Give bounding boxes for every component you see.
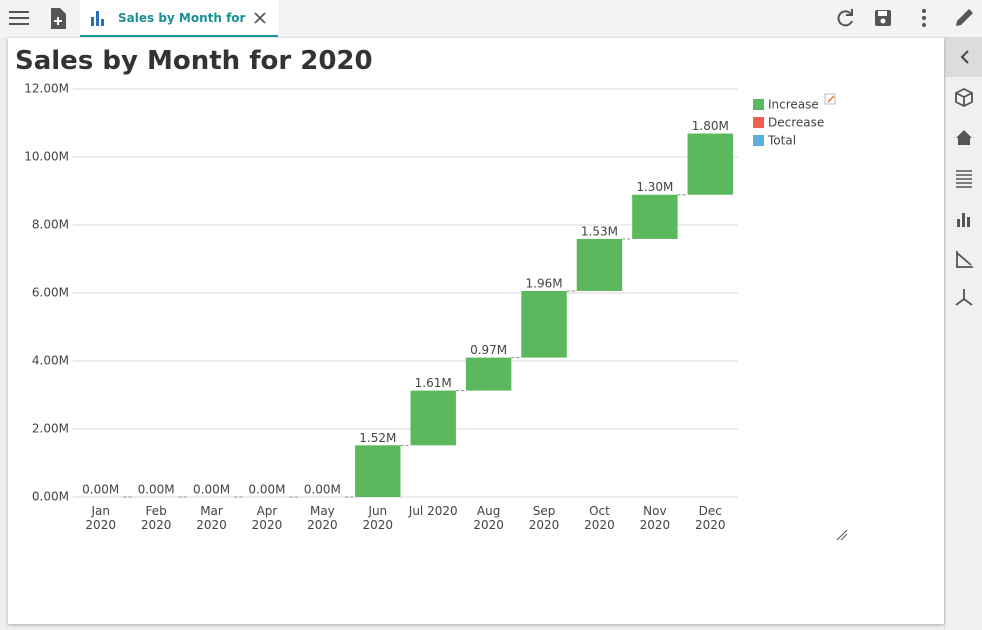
value-label: 1.53M — [581, 224, 618, 238]
legend-label: Decrease — [768, 116, 824, 130]
bar-chart-icon[interactable] — [957, 213, 970, 227]
bar — [465, 357, 512, 391]
y-tick-label: 2.00M — [32, 422, 69, 436]
legend-label: Total — [767, 134, 796, 148]
toolbar: Sales by Month for 2020 — [0, 0, 982, 37]
x-label-box: Nov 2020 — [639, 504, 671, 532]
x-label-box: Apr 2020 — [251, 504, 283, 532]
x-tick-label: Sep 2020 — [528, 504, 560, 532]
menu-icon[interactable] — [9, 11, 29, 25]
y-tick-label: 8.00M — [32, 218, 69, 232]
legend-swatch — [753, 117, 764, 128]
bar — [576, 238, 623, 291]
value-label: 1.61M — [415, 376, 452, 390]
x-label-box: Mar 2020 — [196, 504, 227, 532]
value-label: 0.00M — [304, 483, 341, 497]
bar — [632, 194, 678, 239]
chart-tab-icon — [91, 11, 104, 26]
edit-icon[interactable] — [956, 9, 973, 26]
cube-icon[interactable] — [955, 87, 973, 108]
x-tick-label: Jan 2020 — [85, 504, 116, 532]
x-tick-label: Apr 2020 — [251, 504, 283, 532]
collapse-button[interactable] — [945, 37, 982, 77]
bar — [410, 390, 456, 446]
x-label-box: Jun 2020 — [362, 504, 394, 532]
toolbar-icons — [9, 8, 973, 29]
x-label-box: Oct 2020 — [584, 504, 615, 532]
x-label-box: Jul 2020 — [408, 504, 458, 518]
value-label: 1.80M — [692, 119, 729, 133]
x-tick-label: Oct 2020 — [584, 504, 615, 532]
bar — [521, 290, 567, 358]
value-label: 0.00M — [193, 483, 230, 497]
x-tick-label: Aug 2020 — [473, 504, 504, 532]
new-report-icon[interactable] — [51, 8, 66, 29]
y-tick-label: 0.00M — [32, 490, 69, 504]
x-tick-label: Nov 2020 — [639, 504, 671, 532]
legend-swatch — [753, 99, 764, 110]
x-tick-label: May 2020 — [307, 504, 338, 532]
save-icon[interactable] — [875, 10, 891, 26]
bar — [687, 133, 734, 195]
table-icon[interactable] — [956, 170, 972, 188]
x-label-box: Jan 2020 — [85, 504, 116, 532]
chart: 0.00M 2.00M 4.00M 6.00M 8.00M 10.00M 12.00M 0.0… — [24, 82, 848, 541]
value-label: 0.97M — [470, 343, 507, 357]
chevron-icon — [960, 50, 969, 64]
tab-title: Sales by Month for 2020 — [118, 11, 246, 25]
scatter-icon[interactable] — [956, 251, 973, 268]
value-label: 1.30M — [636, 180, 673, 194]
value-label: 0.00M — [82, 483, 119, 497]
x-tick-label: Mar 2020 — [196, 504, 227, 532]
sidebar — [944, 37, 982, 630]
sidebar-icons — [945, 37, 982, 306]
report-tab[interactable]: Sales by Month for 2020 — [80, 0, 278, 37]
close-tab-icon[interactable] — [253, 11, 267, 25]
x-tick-label: Jul 2020 — [408, 504, 458, 518]
chart-card: Sales by Month for 2020 0.00M 2.00M 4.00M 6… — [8, 38, 944, 624]
legend-edit-icon[interactable] — [824, 93, 836, 105]
y-tick-label: 12.00M — [24, 82, 69, 96]
value-label: 0.00M — [138, 483, 175, 497]
x-label-box: Aug 2020 — [473, 504, 504, 532]
x-tick-label: Feb 2020 — [140, 504, 172, 532]
x-tick-label: Jun 2020 — [362, 504, 394, 532]
value-label: 1.52M — [359, 431, 396, 445]
value-label: 0.00M — [248, 483, 285, 497]
y-tick-label: 4.00M — [32, 354, 69, 368]
value-label: 1.96M — [526, 276, 563, 290]
legend-label: Increase — [768, 98, 819, 112]
refresh-icon[interactable] — [837, 9, 853, 27]
x-label-box: Dec 2020 — [695, 504, 726, 532]
legend-swatch — [753, 135, 764, 146]
more-icon[interactable] — [922, 9, 926, 27]
chart-title: Sales by Month for 2020 — [15, 46, 373, 76]
home-icon[interactable] — [956, 130, 972, 145]
x-label-box: Sep 2020 — [528, 504, 560, 532]
resize-grip[interactable] — [836, 529, 848, 541]
x-tick-label: Dec 2020 — [695, 504, 726, 532]
x-label-box: Feb 2020 — [140, 504, 172, 532]
y-tick-label: 6.00M — [32, 286, 69, 300]
x-label-box: May 2020 — [307, 504, 338, 532]
network-icon[interactable] — [955, 289, 973, 306]
y-tick-label: 10.00M — [24, 150, 69, 164]
bar — [355, 445, 401, 497]
